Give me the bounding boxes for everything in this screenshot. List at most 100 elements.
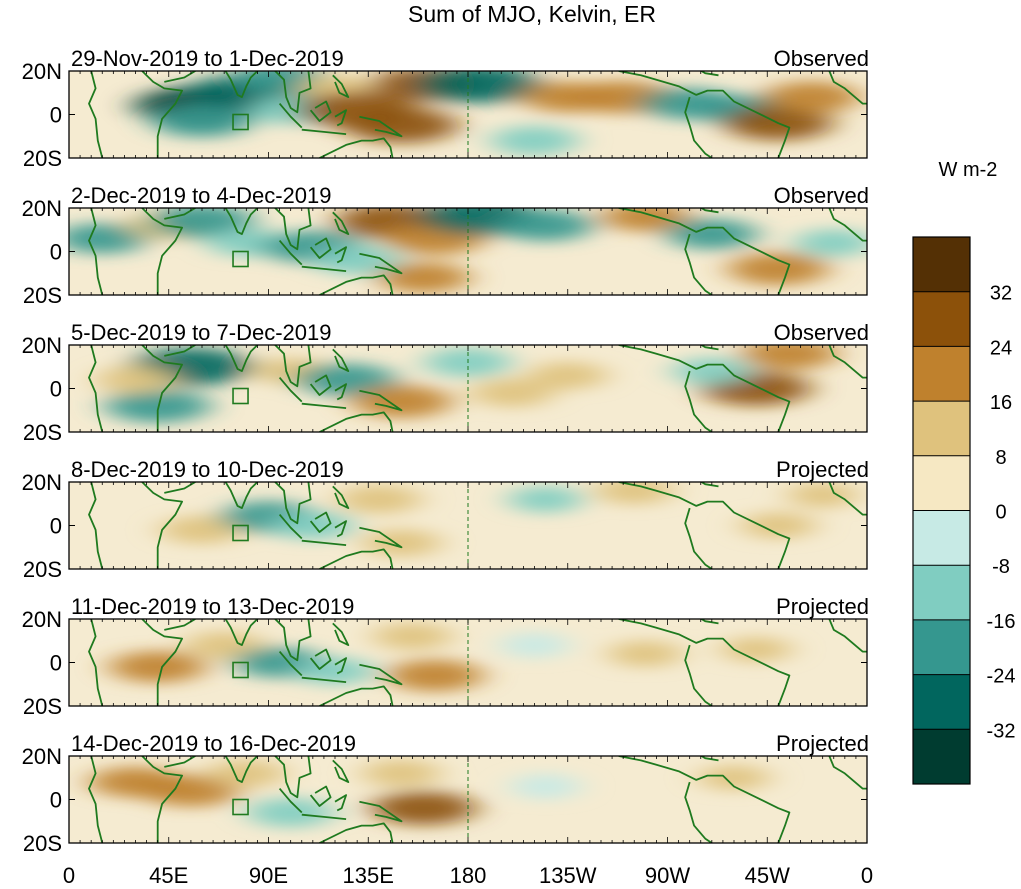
coastline xyxy=(319,685,394,706)
anomaly-cell xyxy=(109,650,206,683)
coastline xyxy=(618,345,791,432)
panel-4: 20N 0 20S 8-Dec-2019 to 10-Dec-2019 Projecte… xyxy=(22,457,869,582)
y-tick-label: 20S xyxy=(23,831,62,856)
colorbar-level-label: 24 xyxy=(990,337,1012,359)
colorbar-segment xyxy=(913,510,970,566)
coastline xyxy=(88,482,104,569)
y-tick-label: 20N xyxy=(22,470,62,495)
coastline xyxy=(301,402,347,409)
y-tick-label: 0 xyxy=(50,788,62,813)
coastline xyxy=(684,370,713,432)
colorbar-level-label: -32 xyxy=(987,720,1016,742)
coastline xyxy=(684,781,713,843)
coastline xyxy=(828,71,867,105)
coastline xyxy=(828,482,867,516)
coastline xyxy=(359,526,403,549)
anomaly-cell xyxy=(794,228,867,257)
panel-period-label: 14-Dec-2019 to 16-Dec-2019 xyxy=(71,731,356,756)
x-tick-label: 90W xyxy=(645,863,690,888)
region-box xyxy=(232,524,249,542)
anomaly-cell xyxy=(160,515,244,545)
coastline xyxy=(309,100,332,122)
y-tick-label: 20N xyxy=(22,607,62,632)
colorbar-frame xyxy=(912,236,971,785)
coastline xyxy=(278,788,303,814)
coastline xyxy=(319,548,394,569)
anomaly-cell xyxy=(417,71,541,104)
coastline xyxy=(301,813,347,820)
coastline xyxy=(273,482,312,525)
colorbar-segment xyxy=(913,237,970,292)
coastline xyxy=(334,657,348,675)
y-tick-label: 20N xyxy=(22,196,62,221)
coastline xyxy=(309,237,332,259)
coastline xyxy=(273,619,312,662)
coastline xyxy=(684,644,713,706)
y-tick-label: 0 xyxy=(50,240,62,265)
colorbar-level-label: 32 xyxy=(990,283,1012,305)
coastline xyxy=(332,74,350,98)
anomaly-cell xyxy=(528,361,607,390)
coastline xyxy=(319,137,394,158)
panel-status-label: Projected xyxy=(776,457,869,482)
anomaly-field xyxy=(69,345,867,432)
coastline xyxy=(319,274,394,295)
coastline xyxy=(202,71,259,98)
anomaly-cell xyxy=(763,81,860,114)
coastline xyxy=(667,756,719,762)
coastlines xyxy=(88,756,867,843)
coastline xyxy=(278,240,303,266)
coastline xyxy=(164,208,196,220)
colorbar: -32 -24 -16 -8 0 8 16 24 32 xyxy=(912,236,1016,785)
coastline xyxy=(332,211,350,236)
coastline xyxy=(319,411,394,432)
coastline xyxy=(141,345,184,432)
anomaly-cell xyxy=(69,222,149,254)
coastline xyxy=(164,482,196,494)
panel-period-label: 2-Dec-2019 to 4-Dec-2019 xyxy=(71,183,331,208)
y-tick-label: 0 xyxy=(50,514,62,539)
x-tick-label: 45E xyxy=(149,863,188,888)
y-tick-label: 20S xyxy=(23,557,62,582)
anomaly-cell xyxy=(351,385,452,419)
anomaly-field xyxy=(69,482,867,569)
coastline xyxy=(88,756,104,843)
y-tick-label: 20S xyxy=(23,420,62,445)
anomaly-cell xyxy=(499,632,570,659)
anomaly-cell xyxy=(721,636,791,663)
coastline xyxy=(359,663,403,686)
coastline xyxy=(334,109,348,127)
panel-status-label: Observed xyxy=(774,183,869,208)
coastline xyxy=(301,676,347,683)
coastline xyxy=(684,507,713,569)
y-tick-label: 0 xyxy=(50,651,62,676)
coastline xyxy=(618,208,791,295)
coastline xyxy=(618,71,791,158)
y-tick-label: 20N xyxy=(22,744,62,769)
coastline xyxy=(334,246,348,264)
panel-1: 20N 0 20S 29-Nov-2019 to 1-Dec-2019 Observed xyxy=(22,46,869,171)
coastline xyxy=(202,756,259,783)
coastline xyxy=(359,252,403,275)
coastline xyxy=(334,383,348,401)
anomaly-cell xyxy=(699,764,769,791)
anomaly-blobs xyxy=(89,759,769,828)
coastline xyxy=(164,71,196,83)
anomaly-cell xyxy=(490,125,579,156)
coastline xyxy=(278,103,303,129)
y-tick-label: 20S xyxy=(23,694,62,719)
coastline xyxy=(828,345,867,379)
anomaly-cell xyxy=(96,365,175,394)
y-tick-label: 20N xyxy=(22,333,62,358)
coastline xyxy=(164,345,196,357)
coastline xyxy=(684,96,713,158)
chart-title: Sum of MJO, Kelvin, ER xyxy=(408,1,656,27)
coastline xyxy=(88,71,104,158)
y-tick-label: 20S xyxy=(23,283,62,308)
anomaly-field xyxy=(69,756,867,843)
coastline xyxy=(618,756,791,843)
colorbar-level-label: -24 xyxy=(987,666,1016,688)
coastline xyxy=(141,208,184,295)
coastline xyxy=(273,345,312,388)
